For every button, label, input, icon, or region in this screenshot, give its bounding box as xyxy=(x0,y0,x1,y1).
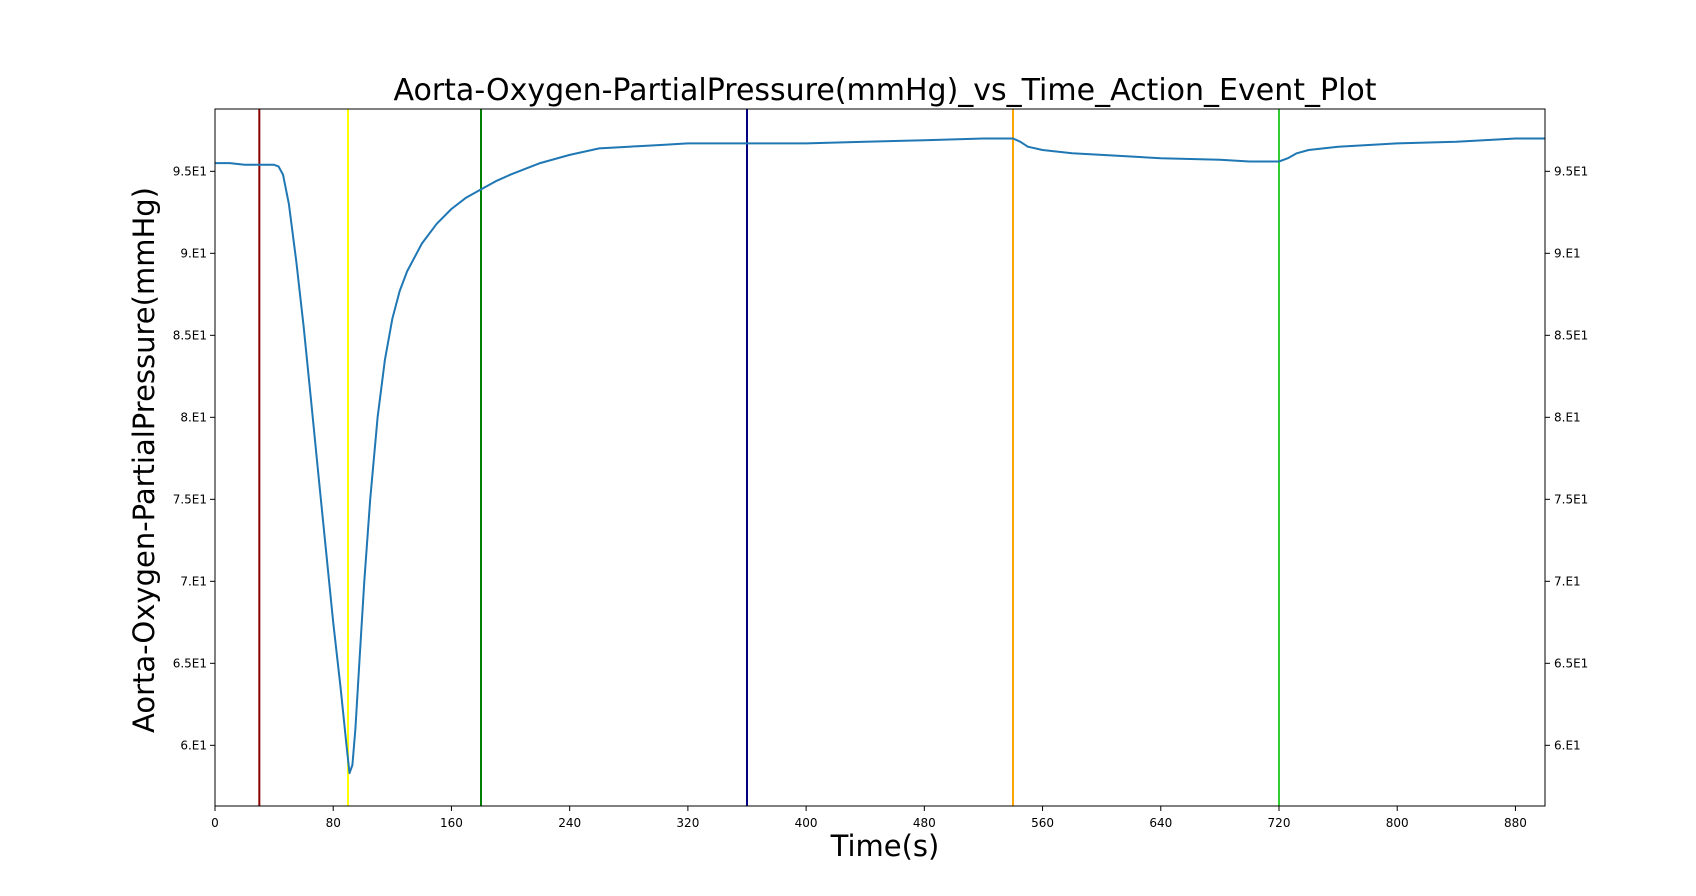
x-tick-label-4: 320 xyxy=(676,816,699,830)
x-tick-label-11: 880 xyxy=(1504,816,1527,830)
y-tick-label-left-6: 9.E1 xyxy=(180,246,207,260)
y-tick-label-right-5: 8.5E1 xyxy=(1554,328,1588,342)
plot-frame xyxy=(214,108,1546,807)
y-tick-label-right-4: 8.E1 xyxy=(1554,410,1581,424)
x-tick-label-8: 640 xyxy=(1149,816,1172,830)
y-tick-label-right-3: 7.5E1 xyxy=(1554,492,1588,506)
x-tick-label-6: 480 xyxy=(913,816,936,830)
x-tick-label-2: 160 xyxy=(440,816,463,830)
y-tick-label-left-3: 7.5E1 xyxy=(173,492,207,506)
y-tick-label-left-1: 6.5E1 xyxy=(173,656,207,670)
y-tick-label-left-7: 9.5E1 xyxy=(173,164,207,178)
x-tick-label-0: 0 xyxy=(211,816,219,830)
x-tick-label-7: 560 xyxy=(1031,816,1054,830)
y-tick-label-left-4: 8.E1 xyxy=(180,410,207,424)
x-tick-label-9: 720 xyxy=(1268,816,1291,830)
plot-area: 0 80 160 240 320 400 480 560 640 720 800 880 6.E1 6.E… xyxy=(173,108,1588,830)
y-tick-label-right-7: 9.5E1 xyxy=(1554,164,1588,178)
y-tick-label-right-2: 7.E1 xyxy=(1554,574,1581,588)
y-tick-label-left-5: 8.5E1 xyxy=(173,328,207,342)
y-tick-label-right-0: 6.E1 xyxy=(1554,738,1581,752)
x-tick-label-10: 800 xyxy=(1386,816,1409,830)
y-tick-label-left-0: 6.E1 xyxy=(180,738,207,752)
y-axis-title: Aorta-Oxygen-PartialPressure(mmHg) xyxy=(127,187,161,733)
x-tick-label-1: 80 xyxy=(326,816,341,830)
chart-title: Aorta-Oxygen-PartialPressure(mmHg)_vs_Ti… xyxy=(393,73,1376,108)
x-tick-label-3: 240 xyxy=(558,816,581,830)
series-line-0 xyxy=(215,137,1545,775)
y-tick-label-left-2: 7.E1 xyxy=(180,574,207,588)
x-tick-label-5: 400 xyxy=(795,816,818,830)
y-tick-label-right-1: 6.5E1 xyxy=(1554,656,1588,670)
x-axis-title: Time(s) xyxy=(830,829,940,863)
y-tick-label-right-6: 9.E1 xyxy=(1554,246,1581,260)
